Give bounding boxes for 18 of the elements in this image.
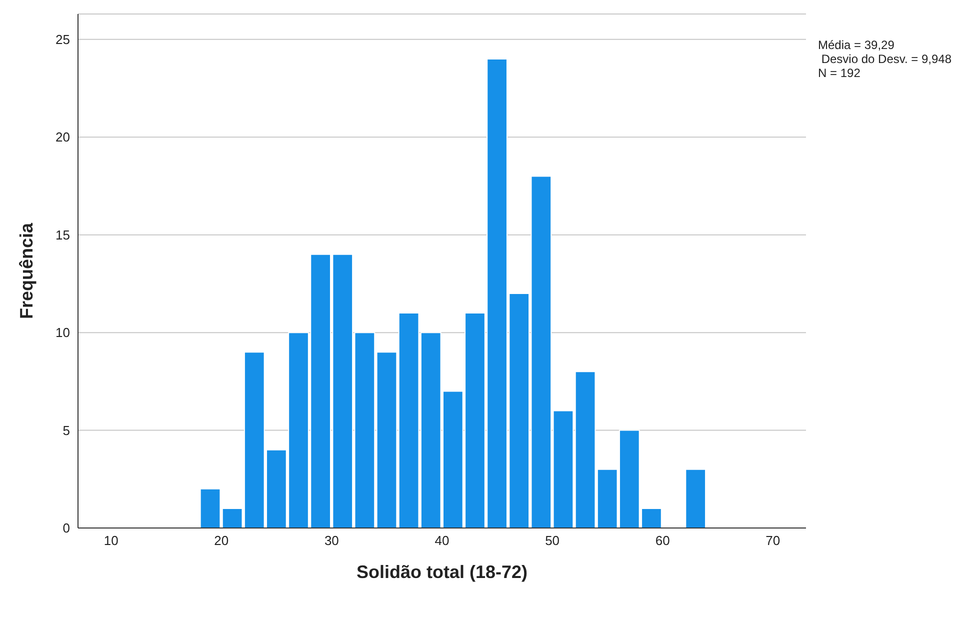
y-tick-label: 10 — [56, 325, 70, 340]
x-tick-label: 60 — [655, 533, 670, 548]
text: N = 192 — [818, 66, 862, 80]
y-tick-label: 25 — [56, 32, 70, 48]
x-tick-label: 30 — [324, 533, 339, 548]
y-tick-label: 15 — [56, 227, 70, 242]
text: Desvio do Desv. = 9,948 — [820, 52, 952, 66]
x-tick-label: 10 — [104, 533, 118, 548]
x-tick-label: 40 — [434, 533, 450, 548]
y-tick-label: 20 — [56, 130, 70, 145]
x-tick-label: 70 — [766, 533, 780, 548]
text: Média = 39,29 — [818, 38, 896, 52]
x-tick-label: 50 — [545, 533, 560, 548]
y-tick-label: 5 — [62, 422, 70, 438]
y-axis-title: Frequência — [16, 222, 36, 320]
x-axis-title: Solidão total (18-72) — [356, 562, 528, 582]
y-tick-label: 0 — [62, 520, 70, 536]
x-tick-label: 20 — [214, 533, 229, 548]
